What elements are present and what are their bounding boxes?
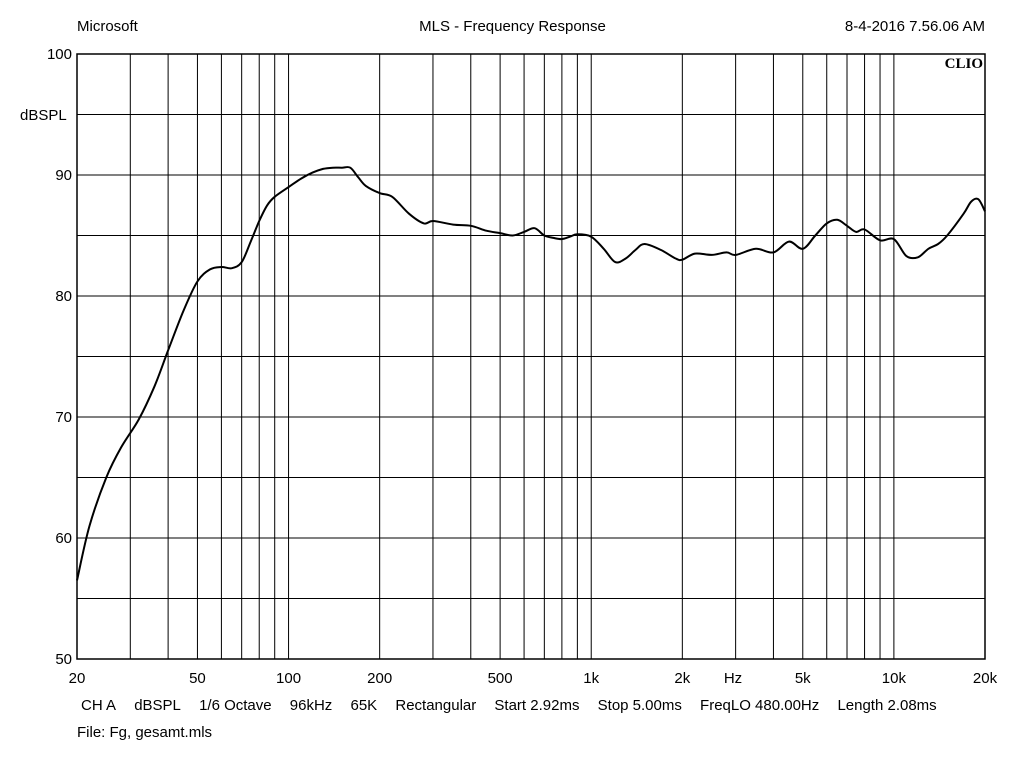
x-tick-label: 500 [488,670,513,687]
series-group [76,165,986,581]
app-name: Microsoft [77,18,138,35]
y-tick-label: 60 [55,530,72,547]
clio-watermark: CLIO [945,56,983,72]
plot-frame [76,53,986,660]
info-channel: CH A [81,697,117,714]
info-units: dBSPL [134,697,181,714]
info-window: Rectangular [395,697,477,714]
y-tick-label: 90 [55,167,72,184]
info-freq-lo: FreqLO 480.00Hz [700,697,820,714]
x-tick-label: 5k [795,670,811,687]
info-length: Length 2.08ms [837,697,937,714]
timestamp: 8-4-2016 7.56.06 AM [844,18,985,35]
x-tick-label: 50 [189,670,206,687]
x-tick-label: 10k [882,670,907,687]
x-tick-label: 20 [69,670,86,687]
file-info: File: Fg, gesamt.mls [77,724,213,741]
y-tick-labels: 100 90 80 70 60 50 [47,46,72,668]
x-tick-label: 100 [276,670,301,687]
response-curve [76,165,986,581]
measurement-info: CH A dBSPL 1/6 Octave 96kHz 65K Rectangu… [81,697,951,714]
y-tick-label: 100 [47,46,72,63]
chart-title: MLS - Frequency Response [419,18,606,35]
x-tick-label: 1k [583,670,599,687]
x-tick-labels: 20 50 100 200 500 1k 2k 5k 10k 20k [69,670,998,687]
info-start: Start 2.92ms [494,697,580,714]
y-tick-label: 50 [55,651,72,668]
info-smoothing: 1/6 Octave [199,697,272,714]
y-tick-label: 80 [55,288,72,305]
info-sample-rate: 96kHz [289,697,333,714]
info-mls-size: 65K [350,697,378,714]
y-axis-label: dBSPL [20,107,67,124]
info-stop: Stop 5.00ms [597,697,682,714]
x-axis-label: Hz [724,670,742,687]
x-tick-label: 20k [973,670,998,687]
x-tick-label: 2k [674,670,690,687]
y-tick-label: 70 [55,409,72,426]
chart-grid [77,54,985,659]
x-tick-label: 200 [367,670,392,687]
